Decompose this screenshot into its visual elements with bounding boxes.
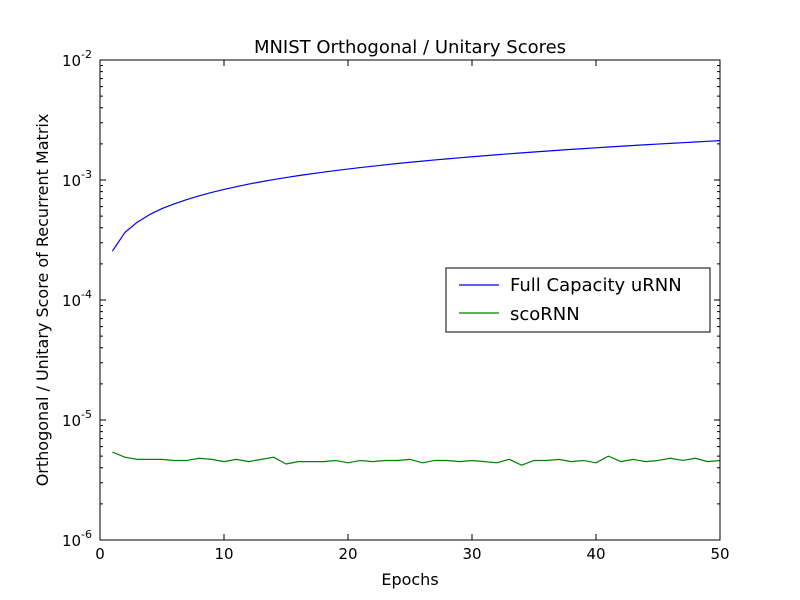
- plot-frame: [99, 59, 721, 541]
- legend: Full Capacity uRNN scoRNN: [445, 267, 711, 333]
- y-axis-label: Orthogonal / Unitary Score of Recurrent …: [33, 114, 52, 487]
- chart-title: MNIST Orthogonal / Unitary Scores: [254, 37, 566, 58]
- x-tick-label: 40: [586, 545, 605, 563]
- x-axis-label: Epochs: [381, 570, 438, 589]
- series-line-scornn: [112, 451, 721, 466]
- legend-label-full-capacity-urnn: Full Capacity uRNN: [510, 275, 682, 296]
- legend-box: [445, 267, 711, 333]
- series-layer: [111, 139, 721, 466]
- x-tick-label: 20: [338, 545, 357, 563]
- x-tick-label: 30: [462, 545, 481, 563]
- x-tick-label: 0: [95, 545, 105, 563]
- legend-label-scornn: scoRNN: [510, 304, 580, 325]
- series-line-full-capacity-urnn: [111, 139, 721, 252]
- x-tick-label: 10: [214, 545, 233, 563]
- x-tick-label: 50: [710, 545, 729, 563]
